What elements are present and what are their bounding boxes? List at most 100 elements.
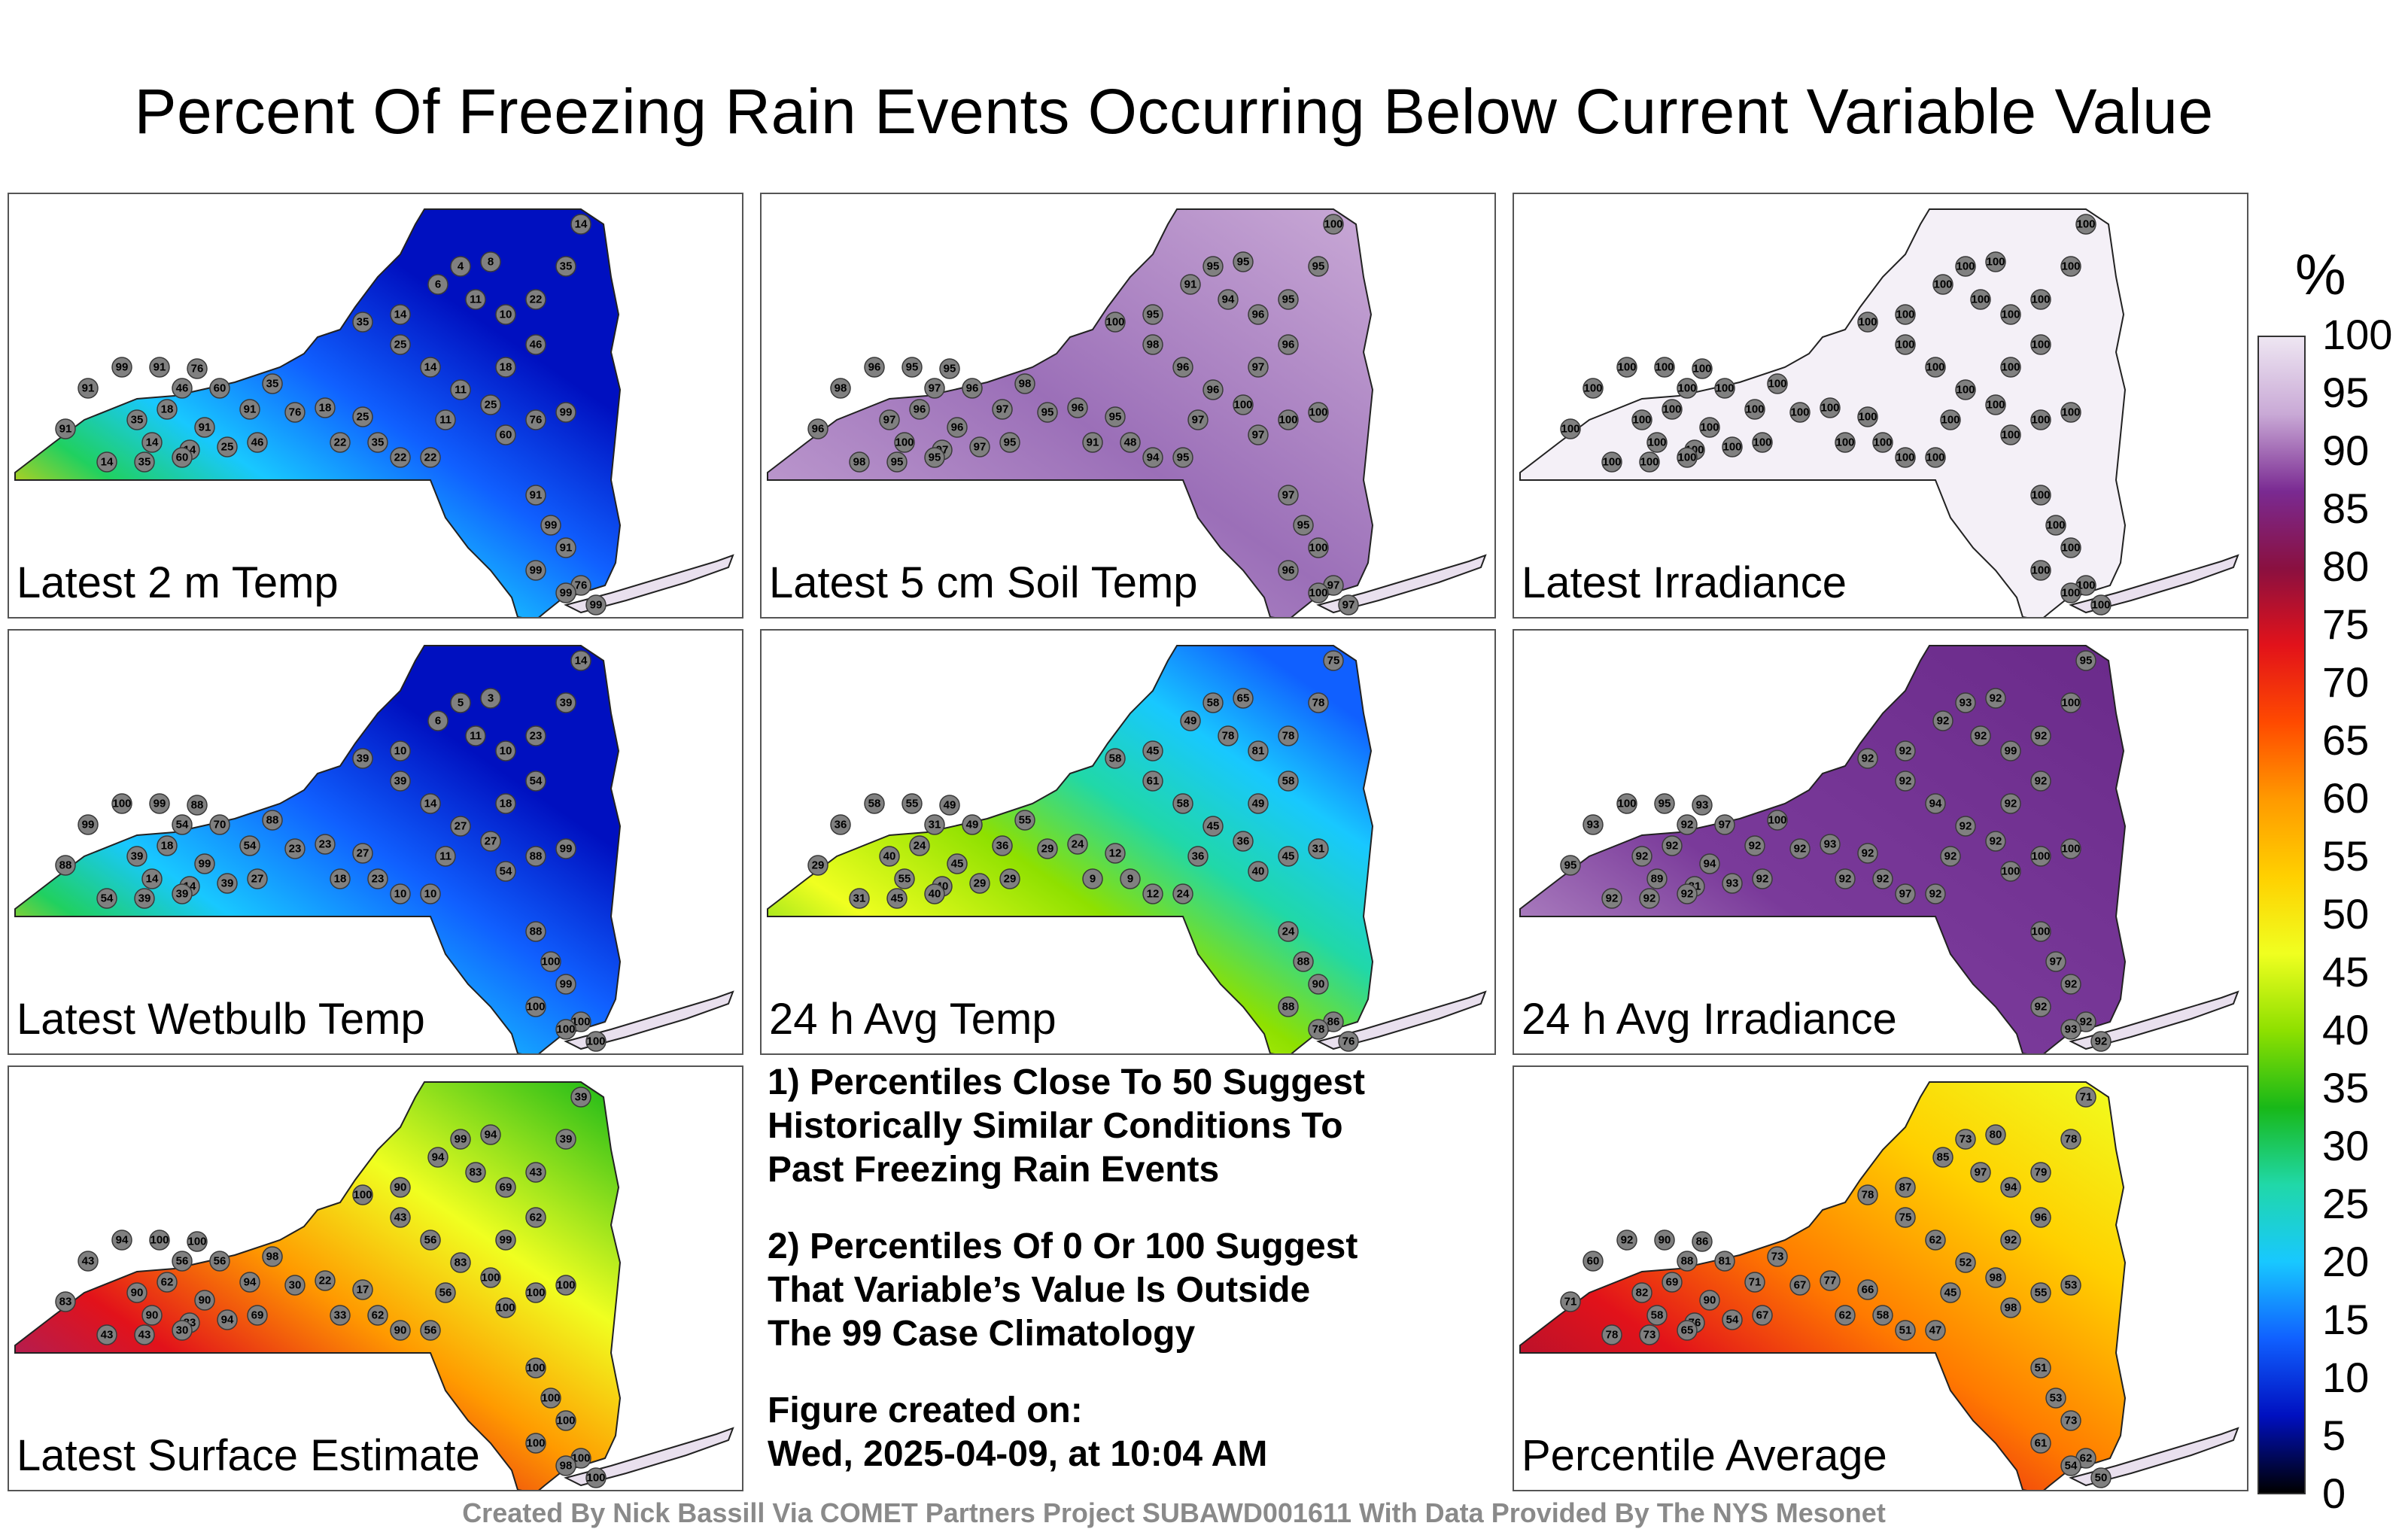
station-marker: 14 — [96, 451, 117, 473]
station-marker: 45 — [1202, 816, 1224, 837]
station-value: 56 — [424, 1234, 437, 1247]
station-value: 94 — [221, 1314, 234, 1327]
station-marker: 46 — [172, 378, 193, 399]
station-value: 100 — [1655, 361, 1674, 374]
station-value: 27 — [251, 873, 264, 886]
station-value: 39 — [357, 752, 369, 765]
station-marker: 62 — [367, 1305, 388, 1326]
station-value: 100 — [1233, 399, 1252, 412]
station-value: 39 — [575, 1091, 588, 1104]
station-marker: 36 — [830, 814, 851, 835]
station-value: 48 — [1124, 436, 1137, 449]
station-value: 90 — [146, 1309, 159, 1322]
station-marker: 82 — [1631, 1282, 1652, 1303]
station-value: 56 — [176, 1255, 189, 1268]
station-marker: 81 — [1714, 1251, 1735, 1272]
station-value: 69 — [500, 1181, 512, 1194]
station-value: 100 — [2031, 564, 2050, 577]
station-value: 10 — [394, 745, 407, 758]
station-marker: 93 — [1722, 873, 1743, 894]
station-marker: 100 — [525, 1282, 546, 1303]
station-value: 97 — [1719, 819, 1732, 831]
station-value: 58 — [868, 798, 881, 810]
station-marker: 96 — [1202, 379, 1224, 400]
station-value: 82 — [1636, 1287, 1649, 1299]
station-marker: 100 — [1744, 399, 1765, 420]
station-value: 53 — [2050, 1392, 2063, 1405]
station-marker: 95 — [901, 357, 923, 378]
station-marker: 78 — [1218, 725, 1239, 746]
station-value: 93 — [1696, 799, 1709, 812]
panel-label: Latest Surface Estimate — [17, 1431, 480, 1480]
station-marker: 46 — [247, 432, 268, 453]
station-value: 95 — [1282, 293, 1295, 306]
station-marker: 88 — [525, 846, 546, 867]
station-marker: 55 — [1014, 810, 1035, 831]
station-marker: 43 — [525, 1162, 546, 1183]
station-value: 100 — [556, 1023, 575, 1036]
station-marker: 50 — [2090, 1467, 2112, 1488]
station-marker: 99 — [149, 793, 170, 814]
station-value: 100 — [2061, 542, 2080, 555]
station-marker: 25 — [390, 334, 411, 355]
station-value: 99 — [530, 564, 543, 577]
station-value: 43 — [138, 1329, 151, 1342]
station-value: 100 — [2031, 489, 2050, 502]
station-marker: 100 — [1308, 402, 1329, 423]
station-marker: 100 — [2060, 838, 2081, 859]
station-marker: 95 — [1308, 256, 1329, 277]
station-marker: 94 — [239, 1272, 260, 1293]
station-value: 100 — [2001, 361, 2020, 374]
station-marker: 88 — [187, 795, 208, 816]
station-marker: 25 — [480, 394, 501, 415]
station-marker: 96 — [807, 418, 829, 439]
colorbar-unit: % — [2295, 243, 2346, 307]
station-value: 100 — [187, 1236, 206, 1248]
station-value: 46 — [251, 436, 264, 449]
station-marker: 90 — [1308, 974, 1329, 995]
colorbar-tick: 0 — [2322, 1470, 2346, 1517]
station-marker: 35 — [367, 432, 388, 453]
station-marker: 81 — [1248, 740, 1269, 761]
station-value: 100 — [1561, 423, 1579, 436]
station-value: 61 — [1147, 775, 1160, 788]
station-marker: 98 — [1142, 334, 1163, 355]
station-value: 96 — [1282, 339, 1295, 351]
station-value: 91 — [530, 489, 543, 502]
colorbar-tick: 60 — [2322, 774, 2370, 822]
station-marker: 100 — [1616, 793, 1637, 814]
station-marker: 96 — [1248, 304, 1269, 325]
station-marker: 97 — [1714, 814, 1735, 835]
station-marker: 22 — [420, 447, 441, 468]
station-marker: 100 — [1692, 358, 1713, 379]
station-value: 100 — [556, 1415, 575, 1427]
station-marker: 11 — [435, 846, 456, 867]
station-value: 93 — [1726, 877, 1739, 890]
station-value: 92 — [1621, 1234, 1634, 1247]
station-marker: 29 — [807, 855, 829, 876]
station-marker: 92 — [2090, 1031, 2112, 1052]
station-marker: 65 — [1233, 688, 1254, 709]
station-marker: 90 — [1654, 1230, 1675, 1251]
station-marker: 92 — [1616, 1230, 1637, 1251]
station-marker: 36 — [1187, 846, 1209, 867]
station-marker: 91 — [149, 357, 170, 378]
station-value: 45 — [1282, 850, 1295, 863]
station-value: 11 — [439, 850, 451, 863]
station-value: 55 — [906, 798, 919, 810]
station-marker: 92 — [2000, 1230, 2021, 1251]
station-marker: 35 — [262, 373, 283, 394]
station-value: 100 — [1309, 542, 1327, 555]
station-marker: 92 — [1601, 888, 1622, 909]
station-marker: 12 — [1142, 883, 1163, 904]
station-marker: 92 — [1925, 883, 1946, 904]
station-marker: 100 — [2075, 214, 2096, 235]
station-value: 95 — [944, 363, 956, 375]
station-value: 22 — [530, 293, 543, 306]
station-marker: 95 — [939, 358, 960, 379]
station-marker: 98 — [555, 1455, 576, 1476]
station-marker: 29 — [969, 873, 990, 894]
station-marker: 92 — [1940, 846, 1961, 867]
station-marker: 95 — [924, 447, 945, 468]
